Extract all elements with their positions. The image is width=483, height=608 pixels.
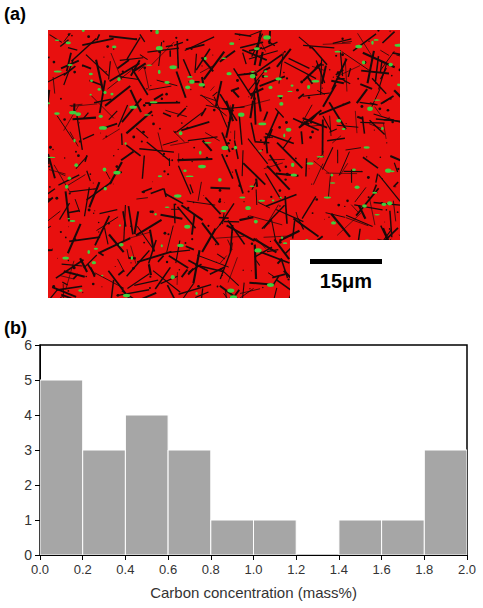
- svg-text:0: 0: [24, 547, 32, 563]
- svg-text:15μm: 15μm: [320, 270, 372, 292]
- svg-text:1.6: 1.6: [373, 562, 391, 577]
- svg-text:1.0: 1.0: [244, 562, 262, 577]
- html-text:(b): (b): [4, 318, 27, 338]
- svg-text:2: 2: [24, 477, 32, 493]
- svg-text:6: 6: [24, 337, 32, 353]
- svg-text:1.8: 1.8: [415, 562, 433, 577]
- svg-text:3: 3: [24, 442, 32, 458]
- svg-text:0.8: 0.8: [202, 562, 220, 577]
- svg-text:0.6: 0.6: [159, 562, 177, 577]
- svg-text:0.2: 0.2: [74, 562, 92, 577]
- svg-text:4: 4: [24, 407, 32, 423]
- svg-text:1.4: 1.4: [330, 562, 348, 577]
- svg-text:0.4: 0.4: [116, 562, 134, 577]
- svg-text:2.0: 2.0: [458, 562, 476, 577]
- html-text:(a): (a): [4, 4, 26, 24]
- svg-text:5: 5: [24, 372, 32, 388]
- svg-text:1: 1: [24, 512, 32, 528]
- svg-text:1.2: 1.2: [287, 562, 305, 577]
- svg-text:Carbon concentration (mass%): Carbon concentration (mass%): [150, 584, 357, 601]
- svg-text:0.0: 0.0: [31, 562, 49, 577]
